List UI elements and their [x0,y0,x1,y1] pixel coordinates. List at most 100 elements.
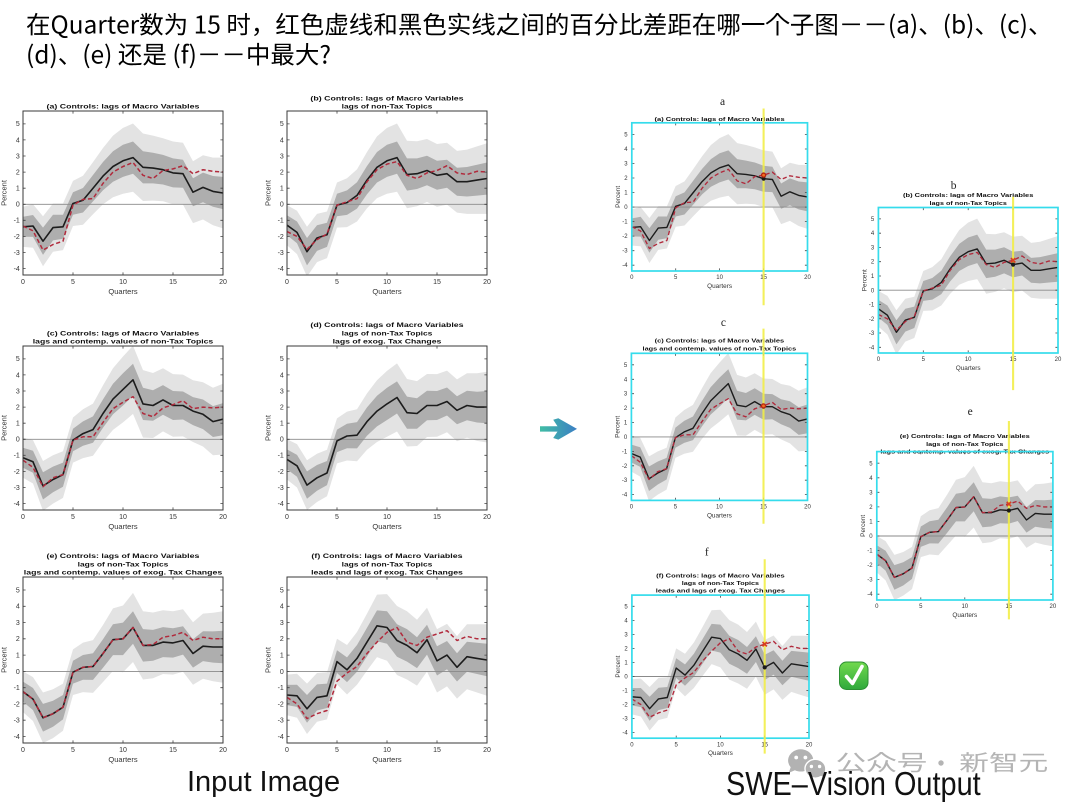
svg-text:3: 3 [280,620,284,627]
svg-text:5: 5 [16,587,20,594]
svg-text:lags of non-Tax Topics: lags of non-Tax Topics [342,561,433,568]
svg-text:2: 2 [624,176,628,182]
svg-text:Quarters: Quarters [108,522,137,531]
svg-text:5: 5 [335,747,339,754]
svg-text:5: 5 [675,742,679,748]
svg-text:0: 0 [871,288,875,294]
svg-text:1: 1 [280,653,284,660]
svg-text:-4: -4 [622,493,628,499]
svg-text:15: 15 [433,747,441,754]
svg-text:1: 1 [624,191,628,197]
svg-text:2: 2 [16,405,20,412]
svg-text:3: 3 [624,632,628,638]
svg-text:(c) Controls: lags of Macro Va: (c) Controls: lags of Macro Variables [655,339,786,345]
svg-text:leads and lags of exog. Tax Ch: leads and lags of exog. Tax Changes [656,589,786,595]
svg-text:-3: -3 [622,249,628,255]
svg-text:5: 5 [624,363,628,369]
svg-text:0: 0 [630,275,634,281]
svg-text:4: 4 [16,137,20,144]
svg-text:0: 0 [869,534,873,540]
svg-text:0: 0 [630,742,634,748]
svg-text:-1: -1 [622,689,628,695]
svg-text:Quarters: Quarters [707,512,732,519]
svg-text:3: 3 [871,246,875,252]
svg-text:3: 3 [280,153,284,160]
svg-text:-4: -4 [622,731,628,737]
svg-text:(b) Controls: lags of Macro Va: (b) Controls: lags of Macro Variables [903,193,1034,199]
svg-text:3: 3 [624,392,628,398]
svg-text:-4: -4 [278,734,284,741]
svg-text:Percent: Percent [264,414,273,441]
svg-text:Quarters: Quarters [372,522,401,531]
svg-text:(b) Controls: lags of Macro Va: (b) Controls: lags of Macro Variables [310,95,463,102]
svg-text:1: 1 [871,274,875,280]
svg-text:-4: -4 [867,592,873,598]
svg-text:Percent: Percent [0,414,9,441]
svg-text:lags of non-Tax Topics: lags of non-Tax Topics [682,581,760,587]
svg-text:-3: -3 [14,718,20,725]
svg-text:0: 0 [280,437,284,444]
svg-text:0: 0 [630,505,634,511]
svg-text:0: 0 [624,675,628,681]
svg-text:(e) Controls: lags of Macro Va: (e) Controls: lags of Macro Variables [900,434,1031,440]
svg-text:-3: -3 [278,250,284,257]
svg-text:-2: -2 [278,469,284,476]
svg-text:0: 0 [21,747,25,754]
svg-text:Quarters: Quarters [707,283,732,290]
svg-text:-4: -4 [869,345,875,351]
svg-text:3: 3 [16,388,20,395]
svg-text:-4: -4 [278,501,284,508]
svg-text:a: a [720,96,725,108]
svg-text:4: 4 [280,372,284,379]
svg-text:4: 4 [624,377,628,383]
svg-text:Quarters: Quarters [956,365,981,372]
svg-text:lags of non-Tax Topics: lags of non-Tax Topics [926,442,1004,448]
svg-text:(a) Controls: lags of Macro Va: (a) Controls: lags of Macro Variables [655,117,786,123]
svg-text:0: 0 [285,514,289,521]
svg-text:-4: -4 [14,501,20,508]
svg-text:0: 0 [16,669,20,676]
svg-text:2: 2 [16,636,20,643]
svg-text:lags and contemp. values of no: lags and contemp. values of non-Tax Topi… [643,346,798,352]
svg-text:(c) Controls: lags of Macro Va: (c) Controls: lags of Macro Variables [47,330,199,337]
svg-text:10: 10 [119,747,127,754]
svg-text:20: 20 [804,275,811,281]
svg-text:0: 0 [280,202,284,209]
svg-text:leads and lags of exog. Tax Ch: leads and lags of exog. Tax Changes [311,570,463,577]
svg-text:lags of non-Tax Topics: lags of non-Tax Topics [342,104,433,111]
svg-text:(f) Controls: lags of Macro Va: (f) Controls: lags of Macro Variables [656,573,786,579]
svg-text:Percent: Percent [615,186,622,208]
svg-text:2: 2 [871,260,875,266]
svg-text:0: 0 [624,435,628,441]
svg-text:-1: -1 [14,218,20,225]
svg-text:10: 10 [717,742,724,748]
svg-text:(f) Controls: lags of Macro Va: (f) Controls: lags of Macro Variables [311,553,462,560]
svg-text:-2: -2 [622,703,628,709]
svg-text:-3: -3 [278,485,284,492]
svg-text:Quarters: Quarters [108,755,137,764]
svg-text:-1: -1 [278,218,284,225]
svg-text:Quarters: Quarters [108,287,137,296]
svg-text:lags of exog. Tax Changes: lags of exog. Tax Changes [333,339,442,346]
svg-text:1: 1 [16,186,20,193]
svg-text:1: 1 [280,421,284,428]
svg-text:4: 4 [869,476,873,482]
svg-text:1: 1 [280,186,284,193]
svg-text:-4: -4 [278,266,284,273]
svg-text:-3: -3 [14,250,20,257]
svg-text:5: 5 [280,121,284,128]
svg-text:e: e [968,406,973,418]
svg-text:0: 0 [875,604,879,610]
svg-text:0: 0 [21,279,25,286]
svg-text:f: f [705,547,709,559]
svg-text:Quarters: Quarters [372,755,401,764]
svg-text:20: 20 [806,742,813,748]
svg-text:Percent: Percent [860,515,867,537]
svg-text:20: 20 [219,514,227,521]
svg-text:0: 0 [877,357,881,363]
svg-text:-1: -1 [14,685,20,692]
svg-text:10: 10 [716,505,723,511]
svg-text:3: 3 [869,490,873,496]
svg-text:2: 2 [280,405,284,412]
svg-text:20: 20 [483,747,491,754]
